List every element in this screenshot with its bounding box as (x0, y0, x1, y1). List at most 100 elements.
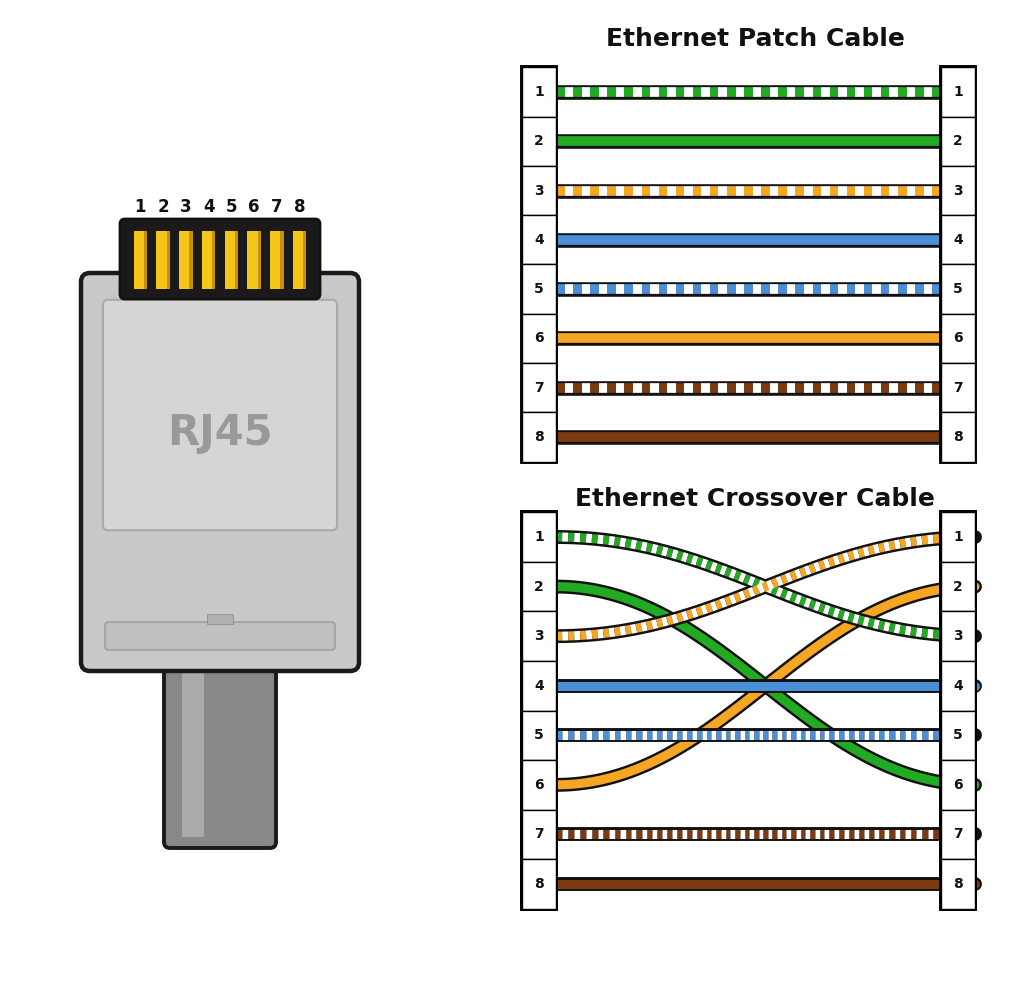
Bar (207, 614, 233, 624)
Bar (522, 512, 556, 561)
Bar (143, 231, 147, 289)
FancyBboxPatch shape (105, 622, 335, 650)
Bar (522, 561, 556, 611)
Text: 8: 8 (294, 198, 305, 216)
Text: 7: 7 (953, 827, 963, 841)
Bar (522, 661, 556, 710)
Bar (941, 561, 975, 611)
Bar (212, 231, 215, 289)
Bar (522, 166, 556, 215)
Text: 1: 1 (535, 530, 544, 544)
Bar (941, 67, 975, 461)
Bar (941, 512, 975, 561)
Text: 3: 3 (180, 198, 191, 216)
Bar (522, 413, 556, 461)
Text: 2: 2 (535, 579, 544, 593)
Text: 3: 3 (953, 629, 963, 643)
Bar (522, 710, 556, 760)
Bar (941, 561, 975, 611)
Text: 5: 5 (225, 198, 238, 216)
Bar (941, 512, 975, 909)
Text: 2: 2 (535, 579, 544, 593)
Text: 1: 1 (535, 85, 544, 99)
Text: 1: 1 (953, 85, 963, 99)
Bar (941, 363, 975, 413)
Bar (522, 760, 556, 809)
Text: 5: 5 (535, 728, 544, 742)
Bar (941, 512, 975, 909)
Bar (248, 231, 258, 289)
Bar (941, 661, 975, 710)
Bar (522, 215, 556, 265)
Text: 3: 3 (535, 184, 544, 197)
Bar (522, 809, 556, 859)
Bar (522, 67, 556, 461)
Bar (522, 859, 556, 909)
Bar (522, 265, 556, 313)
Text: 5: 5 (953, 728, 963, 742)
Text: 4: 4 (953, 233, 963, 247)
Text: Ethernet Patch Cable: Ethernet Patch Cable (605, 27, 904, 51)
Bar (941, 265, 975, 313)
Bar (941, 215, 975, 265)
Text: 7: 7 (953, 381, 963, 395)
Text: 7: 7 (535, 381, 544, 395)
Bar (522, 117, 556, 166)
Bar (224, 231, 234, 289)
Bar (522, 561, 556, 611)
Bar (941, 809, 975, 859)
Text: 8: 8 (953, 877, 963, 891)
FancyBboxPatch shape (103, 300, 337, 530)
Text: 7: 7 (535, 827, 544, 841)
Text: 3: 3 (953, 629, 963, 643)
Text: 4: 4 (203, 198, 214, 216)
Bar (234, 231, 239, 289)
Bar (133, 231, 143, 289)
Text: 1: 1 (953, 530, 963, 544)
Bar (522, 611, 556, 661)
Text: 1: 1 (134, 198, 146, 216)
Bar (941, 512, 975, 561)
Text: 6: 6 (953, 778, 963, 792)
Bar (522, 512, 556, 909)
Bar (941, 313, 975, 363)
Bar (941, 710, 975, 760)
FancyBboxPatch shape (164, 656, 276, 848)
Bar (522, 313, 556, 363)
Text: 8: 8 (953, 430, 963, 444)
Text: RJ45: RJ45 (167, 412, 272, 453)
Text: 1: 1 (535, 530, 544, 544)
Text: 8: 8 (535, 430, 544, 444)
Bar (188, 231, 193, 289)
Bar (941, 67, 975, 117)
Text: 6: 6 (953, 331, 963, 345)
Bar (166, 231, 170, 289)
Bar (522, 512, 556, 561)
Text: 6: 6 (535, 778, 544, 792)
Bar (293, 231, 303, 289)
Bar (182, 667, 204, 837)
Text: Ethernet Crossover Cable: Ethernet Crossover Cable (575, 487, 935, 511)
Text: 2: 2 (953, 134, 963, 148)
Bar (157, 231, 167, 289)
Bar (941, 760, 975, 809)
Text: 8: 8 (953, 877, 963, 891)
Bar (202, 231, 212, 289)
Text: 5: 5 (535, 282, 544, 297)
Text: 8: 8 (535, 877, 544, 891)
Bar (270, 231, 281, 289)
Bar (941, 859, 975, 909)
Bar (257, 231, 261, 289)
Bar (941, 413, 975, 461)
Text: 5: 5 (953, 728, 963, 742)
Text: 4: 4 (535, 679, 544, 692)
Bar (941, 809, 975, 859)
Text: 4: 4 (535, 233, 544, 247)
Bar (941, 166, 975, 215)
Text: 5: 5 (953, 282, 963, 297)
FancyBboxPatch shape (120, 219, 319, 299)
Bar (941, 710, 975, 760)
Text: 7: 7 (271, 198, 283, 216)
Text: 5: 5 (535, 728, 544, 742)
Bar (522, 710, 556, 760)
